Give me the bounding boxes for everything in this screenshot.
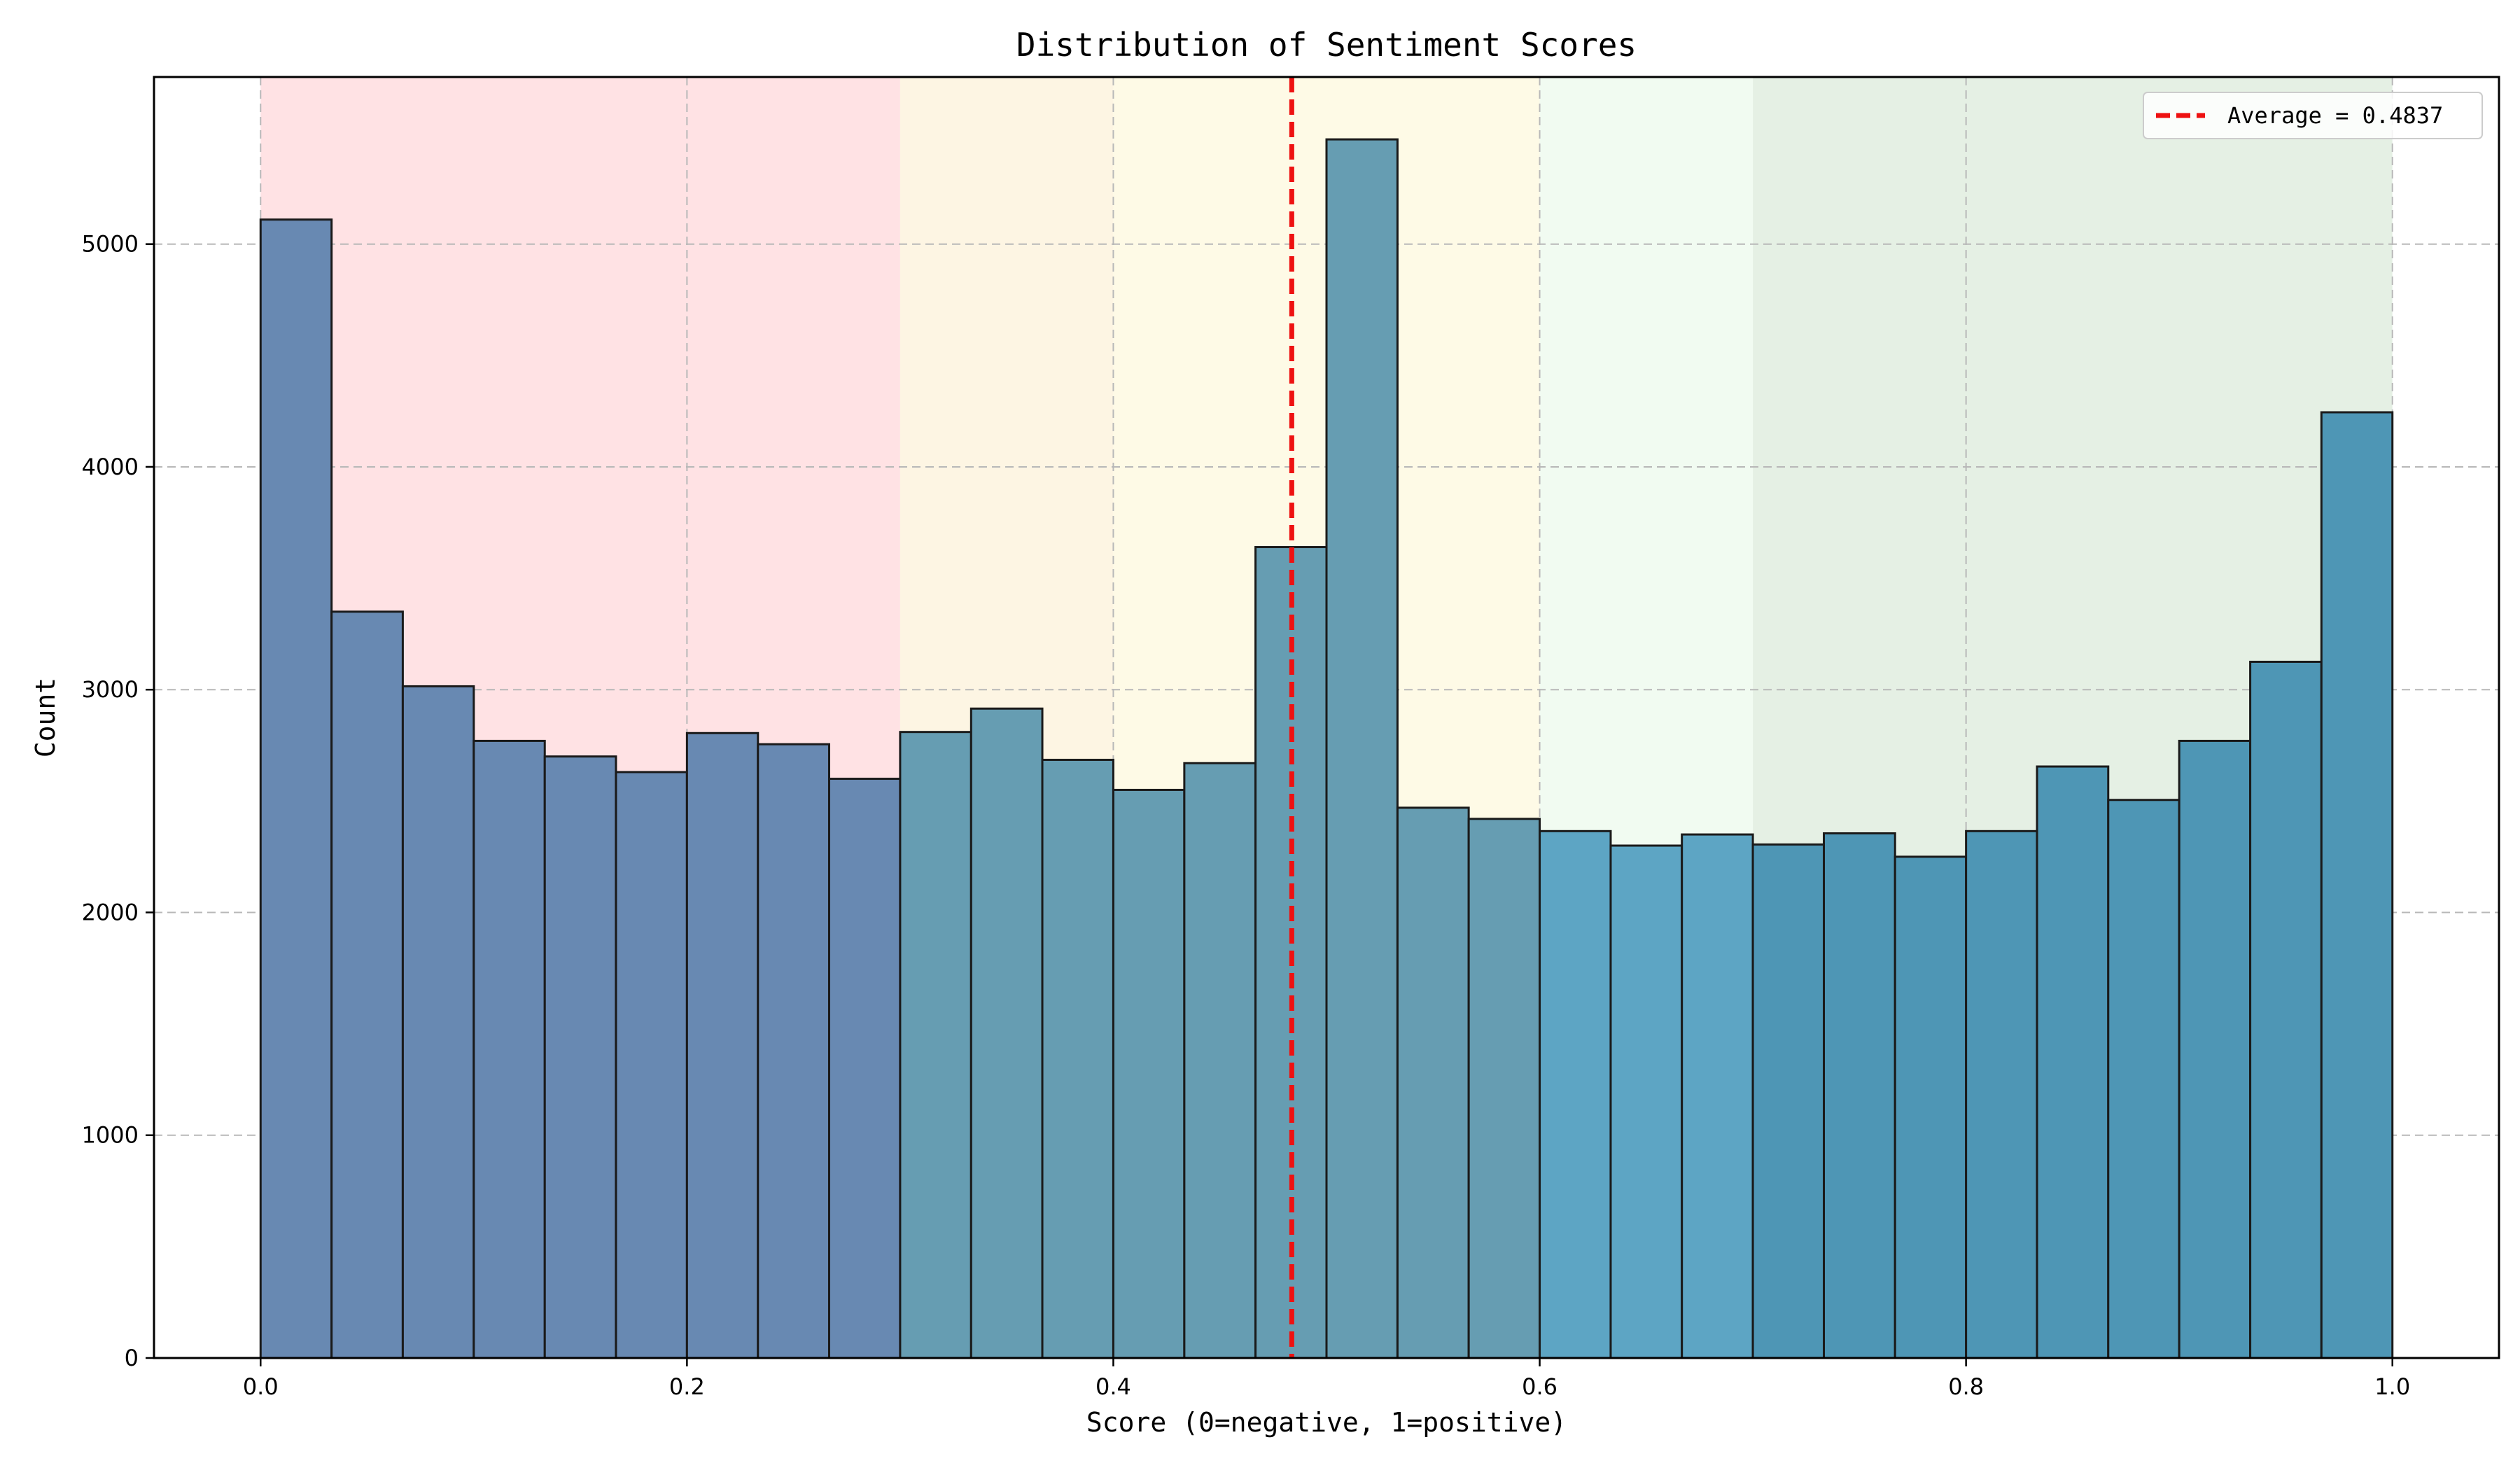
histogram-bar-13 xyxy=(1183,762,1257,1359)
chart-title: Distribution of Sentiment Scores xyxy=(1016,26,1637,64)
histogram-bar-26 xyxy=(2107,799,2180,1359)
x-axis-label: Score (0=negative, 1=positive) xyxy=(1086,1407,1567,1438)
legend: Average = 0.4837 xyxy=(2143,92,2483,139)
histogram-bar-4 xyxy=(543,755,617,1359)
y-tick-label-1: 1000 xyxy=(82,1122,139,1149)
histogram-bar-9 xyxy=(899,731,972,1359)
histogram-bar-6 xyxy=(685,732,760,1359)
histogram-bar-24 xyxy=(1965,830,2038,1359)
histogram-bar-23 xyxy=(1893,855,1968,1359)
histogram-bar-3 xyxy=(472,739,546,1359)
histogram-bar-16 xyxy=(1396,806,1470,1359)
y-tick-label-5: 5000 xyxy=(82,231,139,258)
y-tick-label-4: 4000 xyxy=(82,454,139,480)
y-tick-label-0: 0 xyxy=(125,1345,139,1371)
x-tick-label-2: 0.4 xyxy=(1096,1373,1131,1400)
histogram-bar-20 xyxy=(1681,833,1754,1359)
y-tick-label-2: 2000 xyxy=(82,899,139,925)
histogram-bar-25 xyxy=(2036,765,2110,1359)
histogram-bar-2 xyxy=(401,685,475,1359)
histogram-bar-21 xyxy=(1751,843,1826,1359)
histogram-bar-11 xyxy=(1041,758,1114,1359)
histogram-bar-7 xyxy=(757,743,830,1359)
histogram-bar-17 xyxy=(1467,818,1541,1359)
x-tick-label-0: 0.0 xyxy=(243,1373,279,1400)
histogram-bar-10 xyxy=(969,707,1044,1359)
histogram-bar-28 xyxy=(2249,660,2323,1359)
plot-frame xyxy=(153,76,2500,1359)
histogram-bar-29 xyxy=(2320,411,2394,1359)
histogram-bars xyxy=(259,138,2394,1359)
histogram-bar-27 xyxy=(2178,739,2252,1359)
x-tick-label-5: 1.0 xyxy=(2374,1373,2410,1400)
x-tick-label-1: 0.2 xyxy=(669,1373,705,1400)
histogram-bar-1 xyxy=(330,610,404,1359)
legend-box xyxy=(2143,92,2483,139)
histogram-bar-0 xyxy=(259,218,333,1359)
y-axis-ticks: 0 1000 2000 3000 4000 5000 xyxy=(82,231,154,1371)
x-axis-ticks: 0.0 0.2 0.4 0.6 0.8 1.0 xyxy=(243,1358,2410,1400)
histogram-bar-22 xyxy=(1823,832,1896,1359)
histogram-bar-18 xyxy=(1539,830,1612,1359)
histogram-bar-5 xyxy=(615,771,688,1359)
x-tick-label-3: 0.6 xyxy=(1522,1373,1558,1400)
histogram-bar-19 xyxy=(1609,844,1684,1359)
histogram-bar-15 xyxy=(1325,138,1399,1359)
histogram-bar-8 xyxy=(827,778,902,1359)
y-axis-label: Count xyxy=(30,678,61,757)
y-tick-label-3: 3000 xyxy=(82,676,139,703)
histogram-bar-12 xyxy=(1112,788,1186,1359)
x-tick-label-4: 0.8 xyxy=(1948,1373,1984,1400)
legend-average-label: Average = 0.4837 xyxy=(2227,102,2443,129)
